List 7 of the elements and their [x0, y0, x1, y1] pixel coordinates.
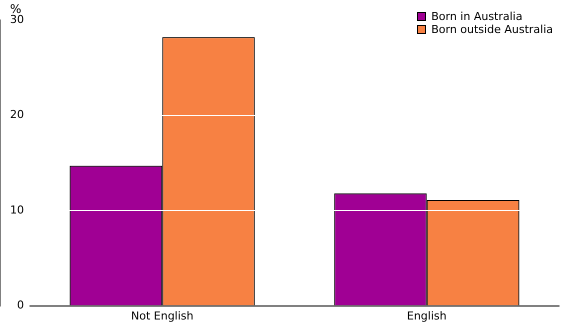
- x-tick-label: English: [406, 309, 447, 322]
- x-tick-label: Not English: [131, 309, 194, 322]
- y-tick-label: 10: [10, 203, 24, 216]
- y-tick-label: 20: [10, 108, 24, 122]
- y-tick-label: 0: [16, 298, 24, 312]
- legend-label: Born in Australia: [431, 10, 522, 23]
- legend-label: Born outside Australia: [431, 23, 553, 36]
